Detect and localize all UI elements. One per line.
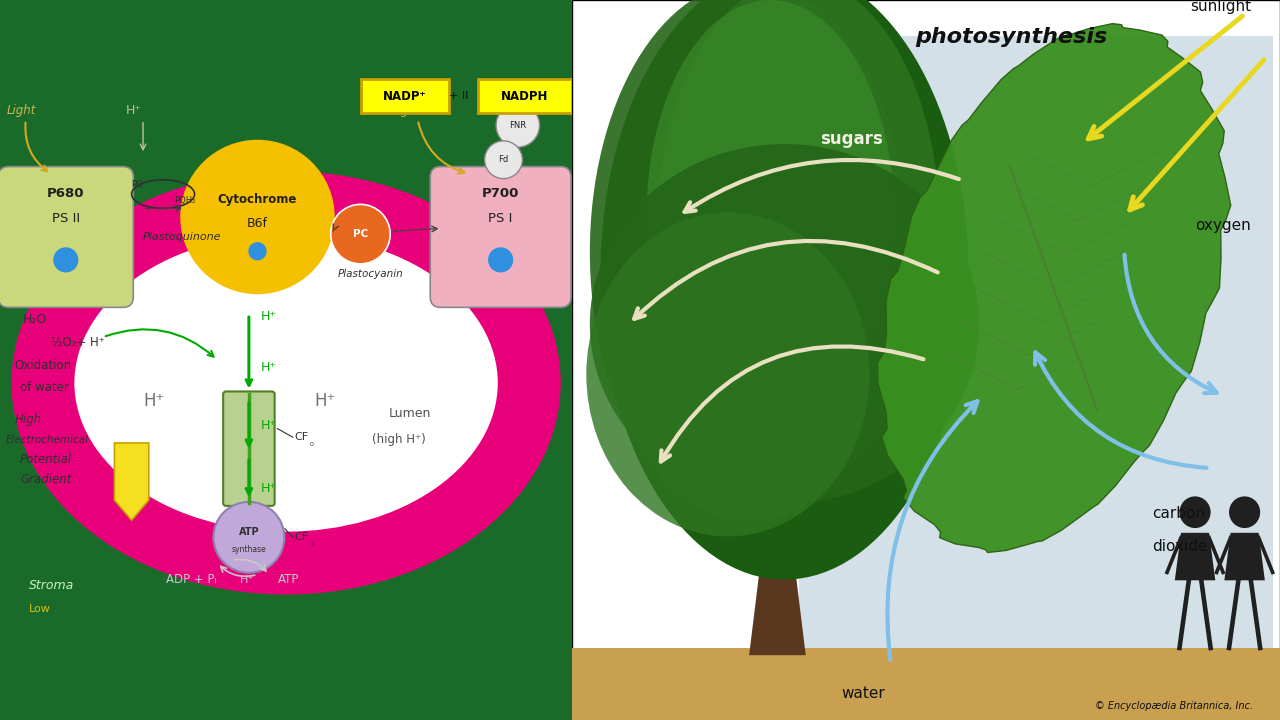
Text: + II: + II xyxy=(449,91,468,101)
Circle shape xyxy=(485,141,522,179)
FancyBboxPatch shape xyxy=(0,166,133,307)
Text: H⁺: H⁺ xyxy=(260,418,276,432)
Polygon shape xyxy=(749,540,805,655)
Text: Fd: Fd xyxy=(498,156,508,164)
Circle shape xyxy=(1229,496,1261,528)
Text: PC: PC xyxy=(353,229,369,239)
Circle shape xyxy=(330,204,390,264)
Text: sugars: sugars xyxy=(820,130,883,148)
Circle shape xyxy=(248,242,266,261)
Text: H⁺: H⁺ xyxy=(260,482,276,495)
Text: sunlight: sunlight xyxy=(1190,0,1252,14)
Text: ADP + Pᵢ: ADP + Pᵢ xyxy=(166,573,216,586)
Text: NADP⁺: NADP⁺ xyxy=(383,90,426,103)
Circle shape xyxy=(54,247,78,272)
Text: ATP: ATP xyxy=(278,573,298,586)
Circle shape xyxy=(1179,496,1211,528)
Text: Plastoquinone: Plastoquinone xyxy=(143,232,221,242)
Text: Light: Light xyxy=(392,104,421,117)
Ellipse shape xyxy=(74,234,498,531)
Text: Gradient: Gradient xyxy=(20,473,72,486)
Text: water: water xyxy=(841,686,884,701)
Text: PS I: PS I xyxy=(489,212,513,225)
Circle shape xyxy=(497,104,540,147)
Text: Lumen: Lumen xyxy=(389,408,431,420)
Text: carbon: carbon xyxy=(1152,506,1206,521)
Polygon shape xyxy=(878,24,1231,552)
Text: NADPH: NADPH xyxy=(500,90,548,103)
Polygon shape xyxy=(1225,533,1265,580)
Polygon shape xyxy=(114,443,148,521)
Text: © Encyclopædia Britannica, Inc.: © Encyclopædia Britannica, Inc. xyxy=(1094,701,1253,711)
Text: ½O₂+ H⁺: ½O₂+ H⁺ xyxy=(51,336,105,348)
Text: Cytochrome: Cytochrome xyxy=(218,193,297,206)
FancyBboxPatch shape xyxy=(572,648,1280,720)
Text: synthase: synthase xyxy=(232,546,266,554)
Text: High: High xyxy=(14,413,41,426)
Text: PQ: PQ xyxy=(132,180,143,189)
Text: H⁺: H⁺ xyxy=(125,104,142,117)
Text: PQH₂: PQH₂ xyxy=(174,196,196,204)
Ellipse shape xyxy=(586,212,869,536)
Text: Electrochemical: Electrochemical xyxy=(5,435,88,445)
Ellipse shape xyxy=(600,0,969,580)
Text: ₀: ₀ xyxy=(310,438,314,448)
Text: H⁺: H⁺ xyxy=(260,361,276,374)
Ellipse shape xyxy=(590,0,909,522)
Text: Potential: Potential xyxy=(20,453,72,466)
FancyBboxPatch shape xyxy=(479,79,572,113)
Text: CF: CF xyxy=(294,432,308,442)
Text: H⁺: H⁺ xyxy=(260,310,276,323)
Text: Light: Light xyxy=(6,104,36,117)
Text: B6f: B6f xyxy=(247,217,268,230)
Polygon shape xyxy=(1175,533,1215,580)
Text: ₁: ₁ xyxy=(310,538,314,548)
Ellipse shape xyxy=(590,144,979,504)
Text: H⁺: H⁺ xyxy=(143,392,164,410)
Circle shape xyxy=(180,140,334,294)
FancyBboxPatch shape xyxy=(430,166,571,307)
FancyBboxPatch shape xyxy=(361,79,448,113)
Text: CF: CF xyxy=(294,532,308,542)
Circle shape xyxy=(214,502,284,573)
Text: oxygen: oxygen xyxy=(1196,218,1251,233)
Text: photosynthesis: photosynthesis xyxy=(915,27,1107,48)
Text: H⁺: H⁺ xyxy=(315,392,337,410)
FancyBboxPatch shape xyxy=(799,36,1272,648)
Text: FNR: FNR xyxy=(509,121,526,130)
Text: dioxide: dioxide xyxy=(1152,539,1208,554)
Text: (high H⁺): (high H⁺) xyxy=(372,433,426,446)
Text: H⁺: H⁺ xyxy=(241,575,255,585)
Circle shape xyxy=(488,247,513,272)
Text: H₂O: H₂O xyxy=(23,312,47,326)
Text: P680: P680 xyxy=(47,187,84,200)
Ellipse shape xyxy=(646,0,895,432)
Text: Oxidation: Oxidation xyxy=(14,359,72,372)
Text: of water: of water xyxy=(20,382,69,395)
Text: Low: Low xyxy=(28,604,50,613)
Text: PS II: PS II xyxy=(51,212,79,225)
Text: P700: P700 xyxy=(483,187,520,200)
Ellipse shape xyxy=(12,171,561,595)
Text: Stroma: Stroma xyxy=(28,579,74,592)
FancyBboxPatch shape xyxy=(572,0,1280,720)
FancyBboxPatch shape xyxy=(223,392,275,506)
Text: Plastocyanin: Plastocyanin xyxy=(338,269,403,279)
Text: ATP: ATP xyxy=(238,526,260,536)
Ellipse shape xyxy=(657,0,941,482)
